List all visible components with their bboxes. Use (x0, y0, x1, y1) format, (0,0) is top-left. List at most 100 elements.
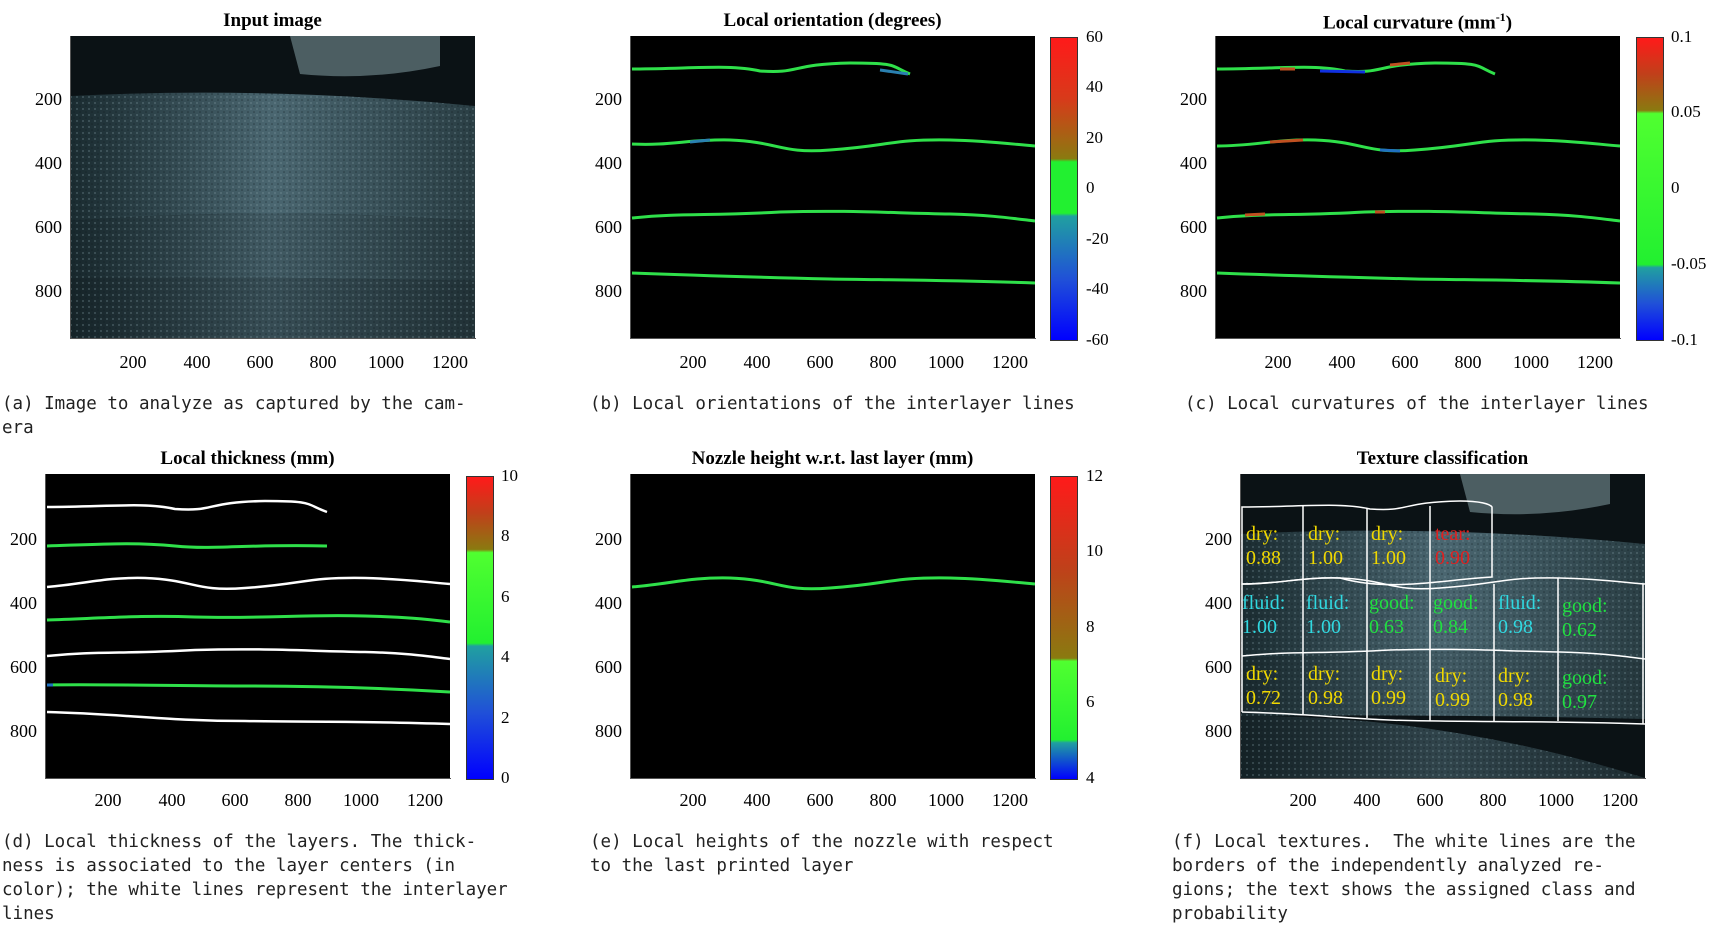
panel-d-cbtick: 0 (501, 768, 510, 787)
panel-b-xtick: 600 (806, 352, 834, 372)
panel-a-xtick: 400 (183, 352, 211, 372)
texture-class: good: (1369, 592, 1415, 614)
texture-prob: 0.98 (1498, 616, 1533, 638)
thickness-lines (46, 499, 450, 726)
caption-line: probability (1172, 904, 1288, 924)
caption-line: (e) Local heights of the nozzle with res… (590, 832, 1054, 852)
panel-d-xtick: 400 (158, 790, 186, 810)
texture-class: good: (1433, 592, 1479, 614)
panel-b-xtick: 400 (743, 352, 771, 372)
panel-a-xtick: 600 (246, 352, 274, 372)
texture-class: dry: (1246, 663, 1279, 685)
panel-b-cbtick: -40 (1086, 279, 1109, 298)
texture-prob: 0.98 (1308, 687, 1343, 709)
panel-f-xtick: 1200 (1602, 790, 1638, 810)
caption-line: color); the white lines represent the in… (2, 880, 508, 900)
panel-a-ytick: 400 (35, 153, 62, 173)
panel-d-title: Local thickness (mm) (160, 448, 335, 469)
caption-line: (f) Local textures. The white lines are … (1172, 832, 1636, 852)
panel-d-xtick: 1200 (407, 790, 443, 810)
panel-b-plot (630, 36, 1035, 338)
texture-prob: 1.00 (1242, 616, 1277, 638)
panel-b-cbtick: 60 (1086, 27, 1103, 46)
panel-b-cbtick: 0 (1086, 178, 1095, 197)
panel-d-ytick: 800 (10, 721, 37, 741)
panel-a-xtick: 800 (309, 352, 337, 372)
panel-b-cbtick: -60 (1086, 330, 1109, 349)
panel-e-title: Nozzle height w.r.t. last layer (mm) (691, 448, 974, 469)
curvature-lines (1216, 61, 1620, 285)
panel-a-ytick: 800 (35, 281, 62, 301)
texture-class: dry: (1435, 665, 1468, 687)
panel-b-xtick: 800 (869, 352, 897, 372)
nozzle-height-line (631, 576, 1035, 591)
panel-f-xtick: 400 (1353, 790, 1381, 810)
panel-a-xtick: 1000 (368, 352, 404, 372)
panel-d-cbtick: 10 (501, 466, 518, 485)
panel-c-title-end: ) (1505, 12, 1513, 34)
texture-prob: 0.72 (1246, 687, 1281, 709)
panel-d-cbtick: 4 (501, 647, 510, 666)
panel-e-xtick: 200 (679, 790, 707, 810)
caption-line: era (2, 418, 34, 438)
panel-f-ytick: 200 (1205, 529, 1232, 549)
panel-c-xtick: 400 (1328, 352, 1356, 372)
texture-class: fluid: (1306, 592, 1350, 614)
panel-e-ytick: 800 (595, 721, 622, 741)
texture-label: good: 0.63 (1369, 591, 1415, 639)
texture-prob: 0.63 (1369, 616, 1404, 638)
texture-label: dry: 1.00 (1371, 522, 1406, 570)
texture-prob: 0.88 (1246, 547, 1281, 569)
texture-class: good: (1562, 667, 1608, 689)
panel-e-cbtick: 8 (1086, 617, 1095, 636)
panel-d-xtick: 200 (94, 790, 122, 810)
panel-e-xtick: 600 (806, 790, 834, 810)
panel-b-title: Local orientation (degrees) (723, 10, 942, 31)
panel-c-cbtick: -0.05 (1671, 254, 1707, 273)
panel-d-cbtick: 2 (501, 708, 510, 727)
panel-f-xtick: 600 (1416, 790, 1444, 810)
panel-c-xtick: 800 (1454, 352, 1482, 372)
caption-line: gions; the text shows the assigned class… (1172, 880, 1636, 900)
panel-e-cbtick: 12 (1086, 466, 1103, 485)
panel-d-cbtick: 6 (501, 587, 510, 606)
panel-e-ytick: 600 (595, 657, 622, 677)
panel-f-caption: (f) Local textures. The white lines are … (1172, 830, 1636, 926)
texture-class: dry: (1308, 523, 1341, 545)
panel-b-caption: (b) Local orientations of the interlayer… (590, 392, 1075, 416)
panel-c-caption: (c) Local curvatures of the interlayer l… (1185, 392, 1649, 416)
panel-f-xtick: 1000 (1538, 790, 1574, 810)
panel-d-ytick: 600 (10, 657, 37, 677)
panel-a-xtick: 1200 (432, 352, 468, 372)
caption-line: lines (2, 904, 55, 924)
texture-prob: 1.00 (1308, 547, 1343, 569)
panel-b-xtick: 1000 (928, 352, 964, 372)
texture-prob: 1.00 (1306, 616, 1341, 638)
panel-c-title-text: Local curvature (mm (1322, 12, 1496, 34)
caption-line: to the last printed layer (590, 856, 854, 876)
panel-e-colorbar (1050, 476, 1078, 780)
panel-e-plot (630, 474, 1035, 778)
panel-b-cbtick: 40 (1086, 77, 1103, 96)
texture-label: dry: 0.98 (1498, 664, 1533, 712)
panel-c-cbtick: 0.05 (1671, 102, 1701, 121)
panel-f-plot: dry: 0.88 dry: 1.00 dry: 1.00 tear: 0.90 flu… (1240, 474, 1645, 778)
panel-d-cbtick: 8 (501, 526, 510, 545)
panel-a-ytick: 200 (35, 89, 62, 109)
panel-c-ytick: 400 (1180, 153, 1207, 173)
texture-class: fluid: (1242, 592, 1286, 614)
panel-b-ytick: 600 (595, 217, 622, 237)
panel-a-title: Input image (223, 10, 322, 31)
panel-c-xtick: 600 (1391, 352, 1419, 372)
input-image-render (70, 36, 475, 338)
caption-line: borders of the independently analyzed re… (1172, 856, 1604, 876)
panel-d-xtick: 800 (284, 790, 312, 810)
texture-class: tear: (1435, 523, 1471, 545)
texture-class: dry: (1498, 665, 1531, 687)
texture-prob: 0.84 (1433, 616, 1468, 638)
panel-c-xtick: 200 (1264, 352, 1292, 372)
panel-e-caption: (e) Local heights of the nozzle with res… (590, 830, 1054, 878)
texture-class: dry: (1246, 523, 1279, 545)
panel-f-ytick: 400 (1205, 593, 1232, 613)
panel-e-cbtick: 6 (1086, 692, 1095, 711)
